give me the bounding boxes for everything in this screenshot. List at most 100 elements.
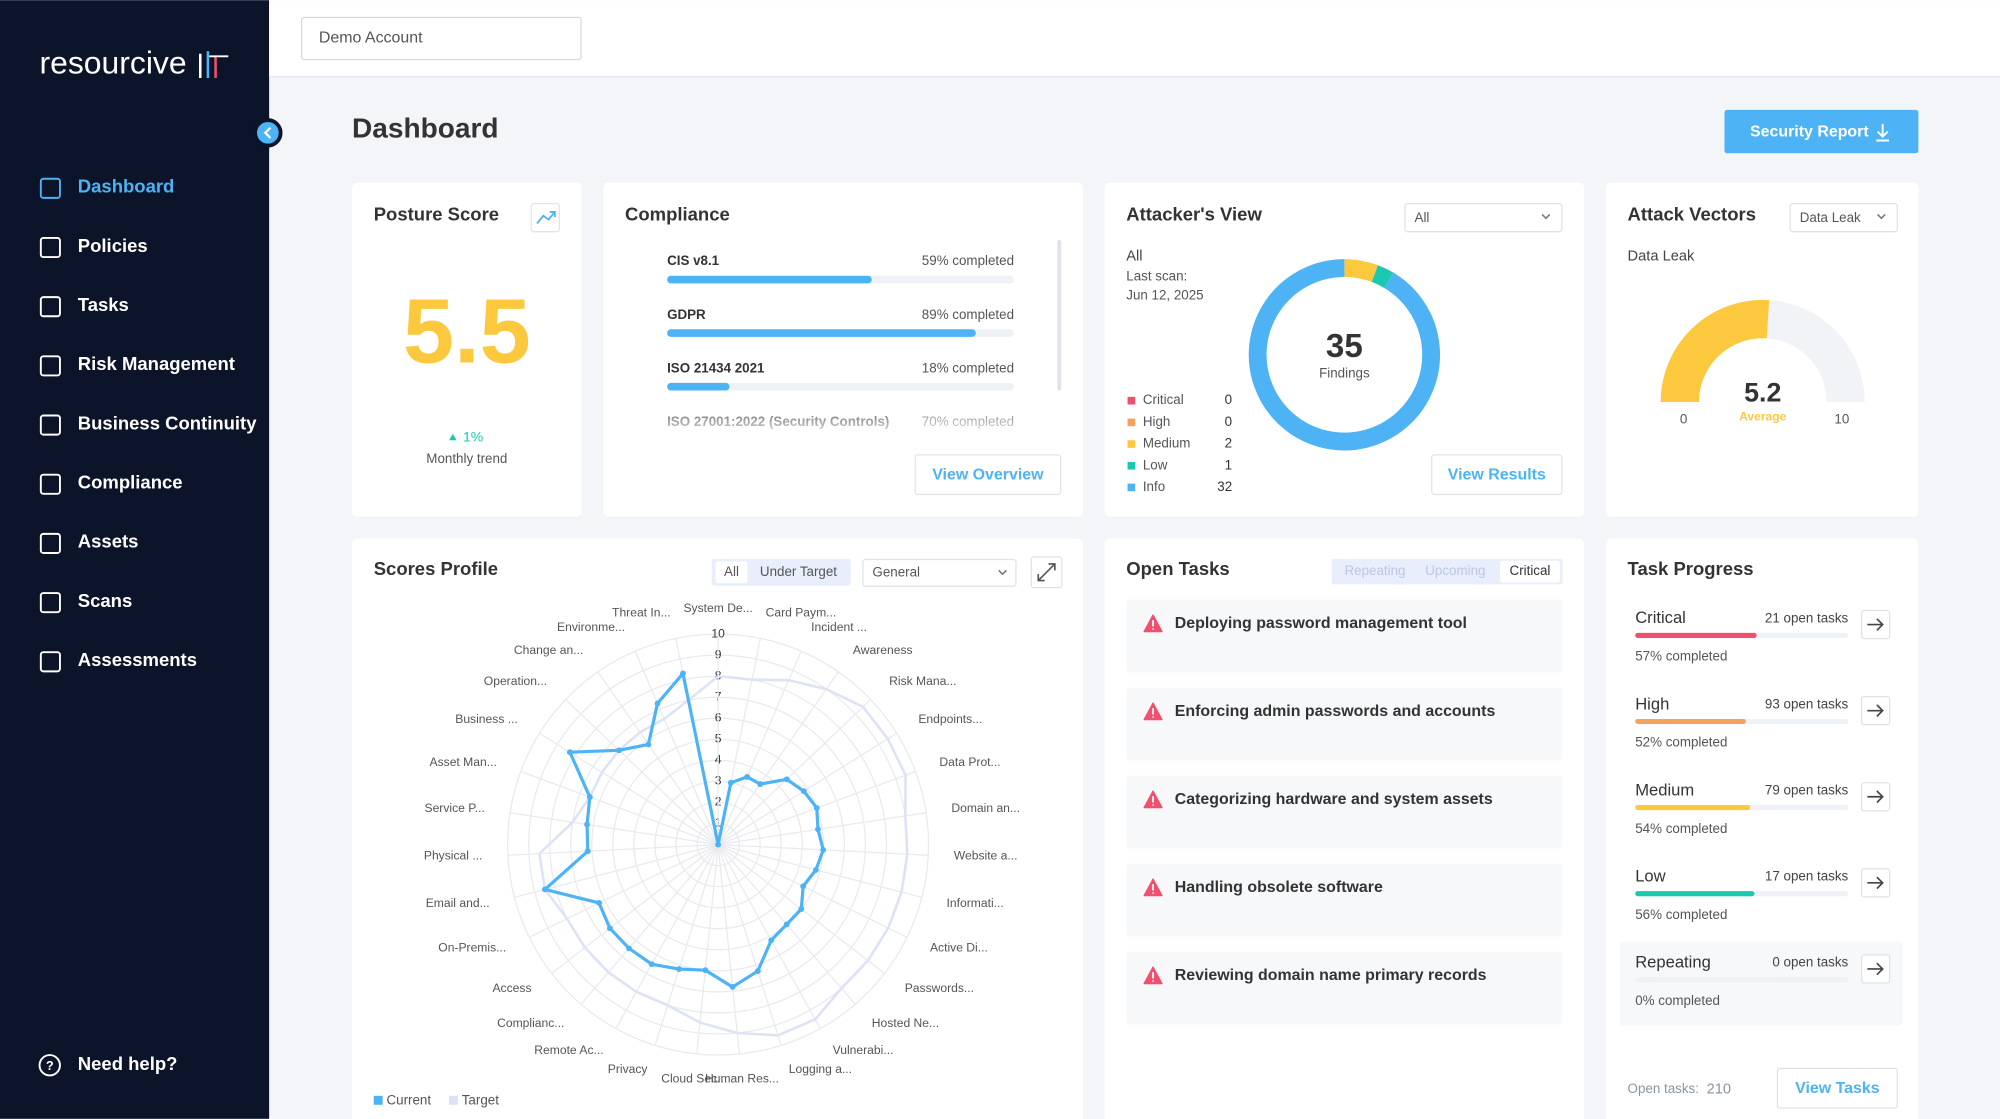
task-progress-list: Critical 21 open tasks 57% completed High 93… — [1619, 608, 1904, 1026]
framework-progress: 59% completed — [922, 253, 1014, 268]
nav-icon — [39, 296, 61, 318]
spoke — [634, 650, 719, 845]
last-scan-label: Last scan: — [1126, 269, 1187, 284]
sidebar — [0, 0, 270, 1119]
trend-icon — [536, 211, 556, 224]
account-select[interactable] — [301, 16, 582, 61]
axis-label: Active Di... — [930, 941, 988, 955]
donut-segment — [1248, 259, 1441, 451]
nav-item[interactable]: Risk Management — [78, 353, 235, 374]
nav-item[interactable]: Dashboard — [78, 176, 175, 197]
collapse-button[interactable] — [253, 118, 283, 148]
spoke — [528, 844, 719, 938]
view-overview-button[interactable] — [914, 454, 1062, 496]
task-title: Deploying password management tool — [1175, 615, 1467, 632]
r-tick-label: 10 — [711, 626, 725, 640]
nav-icon — [39, 355, 61, 377]
task-card[interactable] — [1126, 775, 1563, 849]
card-title: Compliance — [625, 204, 730, 225]
nav-item[interactable]: Policies — [78, 235, 148, 256]
axis-label: Endpoints... — [918, 712, 982, 726]
radar-point — [800, 883, 807, 890]
progress-bar — [1635, 718, 1746, 725]
progress-bar — [667, 275, 872, 284]
completed-label: 54% completed — [1635, 821, 1727, 836]
radar-point — [566, 749, 573, 756]
toggle[interactable]: Under Target — [760, 564, 837, 579]
task-title: Handling obsolete software — [1175, 879, 1383, 896]
attacker-filter-value: All — [1415, 210, 1430, 225]
chevron — [1877, 213, 1886, 220]
spoke — [717, 844, 908, 938]
attacker-card — [1104, 182, 1585, 517]
spoke — [565, 699, 719, 846]
card-title: Scores Profile — [374, 558, 498, 579]
card-title: Task Progress — [1628, 558, 1754, 579]
item-highlight — [1619, 941, 1904, 1026]
radar-point — [783, 921, 790, 928]
radar-point — [680, 670, 686, 677]
axis-label: Complianc... — [497, 1016, 564, 1030]
nav-item[interactable]: Assessments — [78, 649, 197, 670]
list-fade — [637, 398, 1034, 434]
nav-item[interactable]: Assets — [78, 531, 139, 552]
radar-point — [702, 967, 709, 974]
radar-point — [584, 821, 590, 828]
axis-label: Remote Ac... — [534, 1043, 603, 1057]
priority-name: Critical — [1635, 608, 1686, 627]
axis-label: Data Prot... — [939, 755, 1000, 769]
open-task-count: 21 open tasks — [1765, 610, 1849, 625]
completed-label: 0% completed — [1635, 993, 1720, 1008]
toggle-active[interactable] — [715, 561, 748, 584]
task-card[interactable] — [1126, 599, 1563, 673]
legend-label: Current — [386, 1092, 431, 1107]
open-tasks-total: 210 — [1707, 1081, 1731, 1097]
nav-item[interactable]: Business Continuity — [78, 412, 257, 433]
legend-swatch — [1127, 396, 1136, 405]
view-results-button[interactable] — [1431, 454, 1563, 496]
help-link[interactable]: Need help? — [78, 1053, 178, 1074]
progress-track — [667, 382, 1015, 391]
tab[interactable]: Upcoming — [1425, 563, 1485, 578]
scores-filter[interactable] — [862, 558, 1017, 587]
progress-track — [1635, 977, 1849, 983]
radar-series — [538, 674, 909, 1037]
priority-name: Low — [1635, 866, 1666, 885]
collapse-icon — [263, 126, 272, 139]
framework-name: GDPR — [667, 307, 706, 322]
arrow-icon — [1867, 618, 1884, 631]
spoke — [514, 843, 719, 898]
arrow-icon — [1867, 790, 1884, 804]
axis-label: Risk Mana... — [889, 674, 956, 688]
axis-label: Asset Man... — [430, 755, 497, 769]
view-tasks-button[interactable] — [1776, 1067, 1898, 1109]
open-tasks-total-label: Open tasks: — [1628, 1081, 1699, 1096]
task-card[interactable] — [1126, 863, 1563, 937]
progress-bar — [667, 329, 976, 337]
spoke — [654, 844, 719, 1046]
radar-point — [586, 794, 593, 800]
task-card[interactable] — [1126, 687, 1563, 761]
radar-point — [654, 700, 661, 707]
nav-item[interactable]: Tasks — [78, 294, 129, 315]
radar-point — [729, 984, 736, 990]
attacker-scope: All — [1126, 248, 1142, 264]
security-report-button[interactable] — [1724, 109, 1919, 154]
priority-name: Medium — [1635, 780, 1694, 799]
legend-label: Critical — [1143, 392, 1184, 407]
progress-bar — [1635, 891, 1755, 897]
nav-item[interactable]: Compliance — [78, 471, 183, 492]
task-card[interactable] — [1126, 951, 1563, 1025]
legend-value: 1 — [1225, 457, 1232, 472]
vectors-card — [1605, 182, 1919, 517]
axis-label: Environme... — [557, 620, 625, 634]
vectors-filter-value: Data Leak — [1800, 210, 1861, 225]
toggle[interactable]: All — [724, 564, 739, 579]
attacker-filter[interactable] — [1404, 202, 1563, 233]
vectors-filter[interactable] — [1789, 202, 1898, 233]
tab[interactable]: Critical — [1510, 563, 1551, 578]
nav-item[interactable]: Scans — [78, 590, 132, 611]
tab-active[interactable] — [1500, 560, 1560, 583]
tab[interactable]: Repeating — [1345, 563, 1406, 578]
